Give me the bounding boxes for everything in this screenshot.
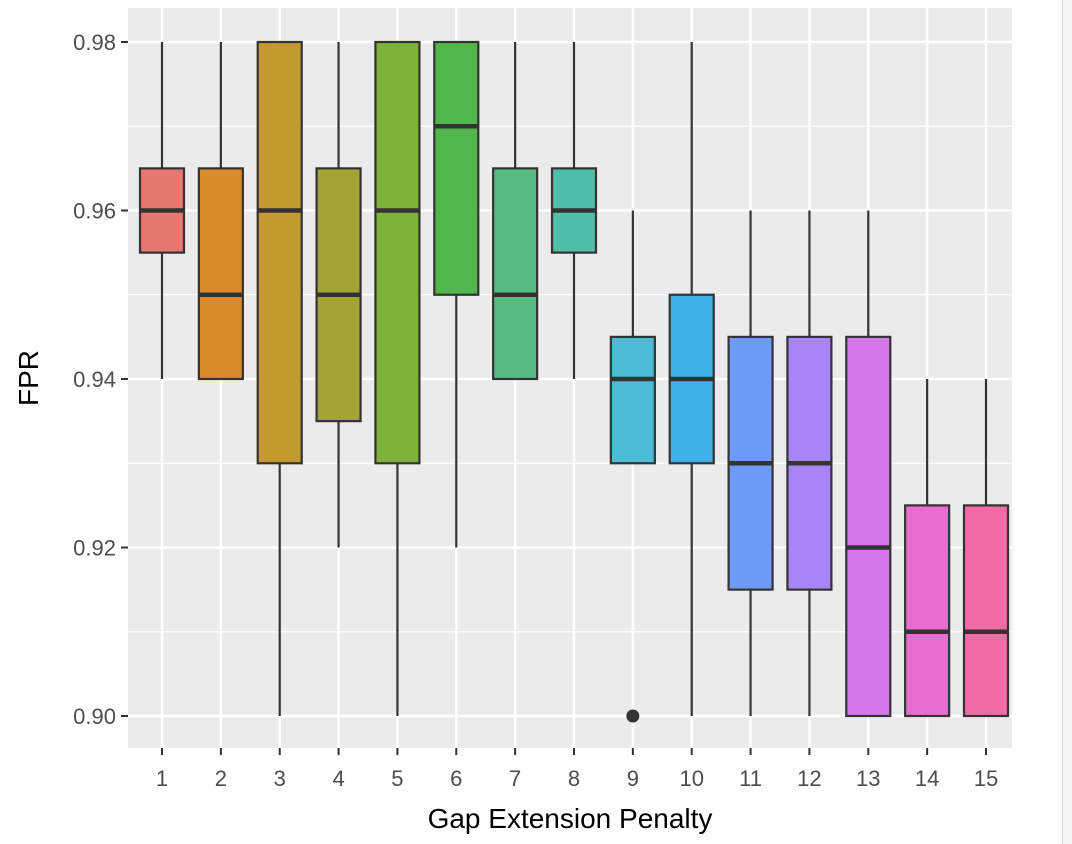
x-tick-label: 7 — [509, 766, 521, 791]
x-tick-label: 13 — [856, 766, 880, 791]
y-axis-title: FPR — [13, 350, 44, 406]
box-body — [962, 504, 1010, 718]
x-tick-label: 2 — [215, 766, 227, 791]
box-body — [609, 335, 656, 465]
y-tick-label: 0.90 — [73, 704, 116, 729]
window-edge — [1062, 0, 1072, 844]
y-tick-label: 0.92 — [73, 536, 116, 561]
box-body — [256, 40, 303, 465]
x-tick-label: 14 — [915, 766, 939, 791]
outlier-point — [626, 709, 640, 723]
y-tick-label: 0.96 — [73, 199, 116, 224]
x-tick-label: 5 — [391, 766, 403, 791]
box-8 — [550, 42, 598, 379]
x-tick-label: 9 — [627, 766, 639, 791]
box-5 — [374, 40, 421, 716]
box-11 — [727, 210, 774, 716]
box-2 — [197, 42, 244, 381]
box-7 — [492, 42, 539, 381]
y-tick-label: 0.94 — [73, 367, 116, 392]
x-tick-label: 11 — [739, 766, 762, 791]
y-axis: 0.90 0.92 0.94 0.96 0.98 — [73, 30, 128, 729]
box-10 — [668, 42, 715, 716]
x-tick-label: 10 — [679, 766, 703, 791]
box-13 — [845, 210, 892, 718]
box-9 — [609, 210, 656, 723]
x-tick-label: 12 — [797, 766, 821, 791]
box-body — [904, 504, 951, 718]
box-body — [197, 167, 244, 381]
x-tick-label: 3 — [274, 766, 286, 791]
x-axis: 1 2 3 4 5 6 7 8 9 10 11 12 13 14 15 — [156, 748, 998, 791]
box-6 — [433, 40, 480, 548]
box-15 — [962, 379, 1010, 718]
box-3 — [256, 40, 303, 716]
box-body — [845, 335, 892, 718]
box-12 — [786, 210, 833, 716]
box-body — [374, 40, 421, 465]
box-group — [138, 40, 1010, 723]
x-tick-label: 6 — [450, 766, 462, 791]
box-4 — [315, 42, 362, 548]
box-body — [492, 167, 539, 381]
box-body — [433, 40, 480, 296]
box-14 — [904, 379, 951, 718]
x-tick-label: 8 — [568, 766, 580, 791]
x-tick-label: 1 — [156, 766, 168, 791]
x-axis-title: Gap Extension Penalty — [428, 803, 713, 834]
x-tick-label: 15 — [974, 766, 998, 791]
x-tick-label: 4 — [332, 766, 344, 791]
box-1 — [138, 42, 186, 379]
y-tick-label: 0.98 — [73, 30, 116, 55]
